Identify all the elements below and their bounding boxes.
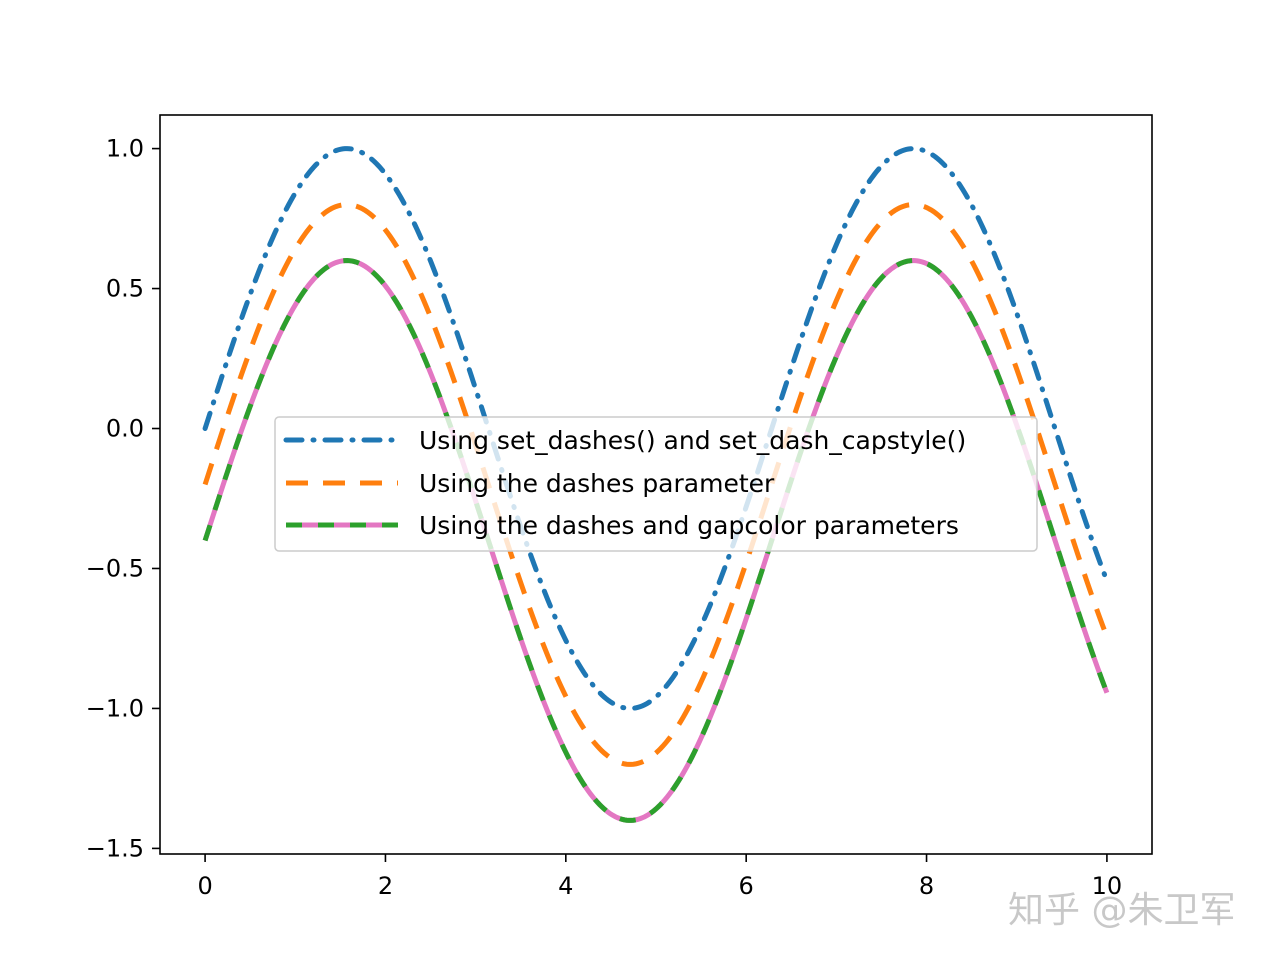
- y-tick-label: 0.5: [106, 275, 144, 303]
- series-layer: [202, 146, 1110, 823]
- legend-box: [274, 416, 1038, 552]
- y-tick-label: 0.0: [106, 415, 144, 443]
- x-tick-label: 2: [378, 872, 393, 900]
- x-tick-label: 6: [739, 872, 754, 900]
- y-tick-label: −0.5: [86, 554, 144, 582]
- legend-entry: Using the dashes and gapcolor parameters: [286, 511, 959, 540]
- x-tick-label: 10: [1092, 872, 1123, 900]
- legend-label: Using the dashes parameter: [419, 469, 775, 498]
- x-axis: 0 2 4 6 8 10: [197, 854, 1122, 900]
- watermark-text: 知乎 @朱卫军: [1008, 890, 1235, 931]
- y-axis: 1.0 0.5 0.0 −0.5 −1.0 −1.5: [86, 135, 160, 862]
- series-path: [202, 258, 1110, 823]
- x-tick-label: 4: [558, 872, 573, 900]
- x-tick-label: 0: [197, 872, 212, 900]
- x-tick-label: 8: [919, 872, 934, 900]
- y-tick-label: 1.0: [106, 135, 144, 163]
- series-line: [202, 258, 1110, 823]
- legend-entry: Using the dashes parameter: [286, 469, 775, 498]
- y-tick-label: −1.0: [86, 694, 144, 722]
- series-path: [202, 202, 1110, 767]
- y-tick-label: −1.5: [86, 834, 144, 862]
- series-line: [202, 202, 1110, 767]
- legend: Using set_dashes() and set_dash_capstyle…: [274, 416, 1038, 552]
- plot-frame: [159, 114, 1153, 855]
- legend-label: Using set_dashes() and set_dash_capstyle…: [419, 426, 966, 455]
- legend-entry: Using set_dashes() and set_dash_capstyle…: [283, 426, 966, 455]
- legend-label: Using the dashes and gapcolor parameters: [419, 511, 959, 540]
